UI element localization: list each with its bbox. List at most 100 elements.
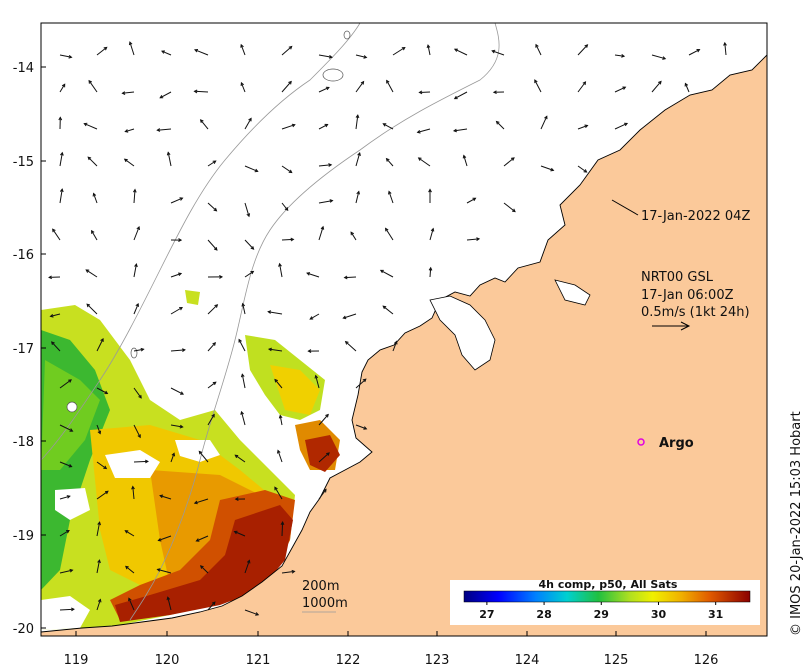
current-vector <box>124 158 135 167</box>
current-vector <box>96 387 108 394</box>
current-vector-head <box>103 465 108 470</box>
current-vector-head <box>52 228 56 233</box>
current-vector <box>318 414 329 426</box>
current-vector-head <box>194 49 199 53</box>
current-vector <box>59 461 72 468</box>
current-vector-head <box>134 263 138 268</box>
current-vector-head <box>418 90 423 95</box>
current-vector-head <box>323 488 327 493</box>
current-vector-head <box>492 90 497 95</box>
current-vector-head <box>280 521 285 526</box>
current-vector-head <box>211 413 215 418</box>
current-vector <box>274 379 283 389</box>
current-vector <box>503 157 515 167</box>
current-vector-head <box>97 430 102 435</box>
lat-tick-label: -17 <box>13 342 34 357</box>
current-vector-head <box>104 390 109 395</box>
current-vector <box>122 91 135 94</box>
current-vector-head <box>550 167 555 172</box>
current-vector-head <box>267 347 272 352</box>
current-vector <box>59 495 70 500</box>
current-vector-head <box>179 197 184 201</box>
current-vector-head <box>59 188 64 193</box>
credit-label: © IMOS 20-Jan-2022 15:03 Hobart <box>789 411 804 636</box>
current-vector <box>159 91 172 99</box>
current-vector-head <box>70 607 75 612</box>
current-vector <box>133 189 136 204</box>
current-vector <box>133 264 137 278</box>
current-vector <box>133 348 144 352</box>
current-vector-head <box>277 449 281 454</box>
current-vector <box>240 44 246 56</box>
current-vector-head <box>288 80 292 85</box>
current-vector-head <box>426 44 431 49</box>
current-vector-head <box>250 270 255 275</box>
current-vector <box>535 44 542 56</box>
current-vector <box>244 270 254 278</box>
land-area <box>41 54 767 636</box>
colorbar-tick-label: 29 <box>594 608 609 621</box>
current-vector-head <box>88 79 93 84</box>
current-vector <box>170 307 183 315</box>
current-vector-head <box>68 55 73 59</box>
current-vector <box>281 81 292 93</box>
current-vector-head <box>379 269 384 274</box>
current-vector-head <box>355 114 360 119</box>
current-vector-head <box>360 80 365 85</box>
current-vector-head <box>125 565 129 570</box>
current-vector <box>496 121 505 130</box>
current-vector-head <box>583 169 588 173</box>
current-vector-head <box>428 266 433 271</box>
plot-area <box>41 23 767 636</box>
current-vector-head <box>309 316 314 320</box>
current-vector <box>200 119 209 130</box>
current-vector <box>419 91 431 93</box>
current-vector <box>577 81 586 93</box>
current-vector <box>91 230 98 241</box>
current-vector-head <box>582 81 587 86</box>
current-vector-head <box>278 414 283 419</box>
current-vector <box>133 303 139 315</box>
lat-tick-label: -16 <box>13 248 34 263</box>
current-vector <box>52 228 61 241</box>
current-vector <box>50 313 61 317</box>
current-vector <box>577 44 588 56</box>
current-vector <box>380 269 394 278</box>
current-vector-head <box>274 486 278 491</box>
current-vector <box>59 84 66 93</box>
current-vector-head <box>83 122 88 127</box>
lon-tick-label: 119 <box>64 653 89 668</box>
current-vector <box>170 387 184 395</box>
current-vector <box>59 379 72 389</box>
current-vector <box>196 535 209 542</box>
current-vector <box>309 313 320 320</box>
current-vector-head <box>69 428 74 432</box>
current-vector-head <box>100 337 104 342</box>
sst-colorbar: 4h comp, p50, All Sats 27 28 29 30 31 <box>450 578 760 625</box>
argo-float: Argo <box>637 436 694 451</box>
current-vector-head <box>58 116 63 121</box>
current-vector <box>59 608 74 611</box>
current-vector <box>240 82 246 93</box>
current-vector <box>453 128 468 132</box>
current-vector-head <box>393 340 398 345</box>
current-vector-head <box>137 434 141 439</box>
colorbar-tick-label: 28 <box>536 608 551 621</box>
contour-200-label: 200m <box>302 579 339 594</box>
current-vector-head <box>180 391 185 395</box>
current-vector <box>241 374 246 389</box>
current-vector-head <box>452 128 457 133</box>
current-vector-head <box>274 378 278 383</box>
current-vector <box>158 535 172 541</box>
current-vector <box>281 165 292 174</box>
current-vector <box>318 200 333 204</box>
current-vector-head <box>50 341 55 346</box>
current-vector-head <box>199 119 204 123</box>
current-vector <box>355 115 359 130</box>
current-vector <box>355 191 360 204</box>
current-vector-head <box>128 597 132 602</box>
current-vector-head <box>179 306 183 311</box>
current-vector <box>238 339 246 352</box>
current-vector <box>133 226 140 241</box>
current-vector-head <box>240 81 245 86</box>
